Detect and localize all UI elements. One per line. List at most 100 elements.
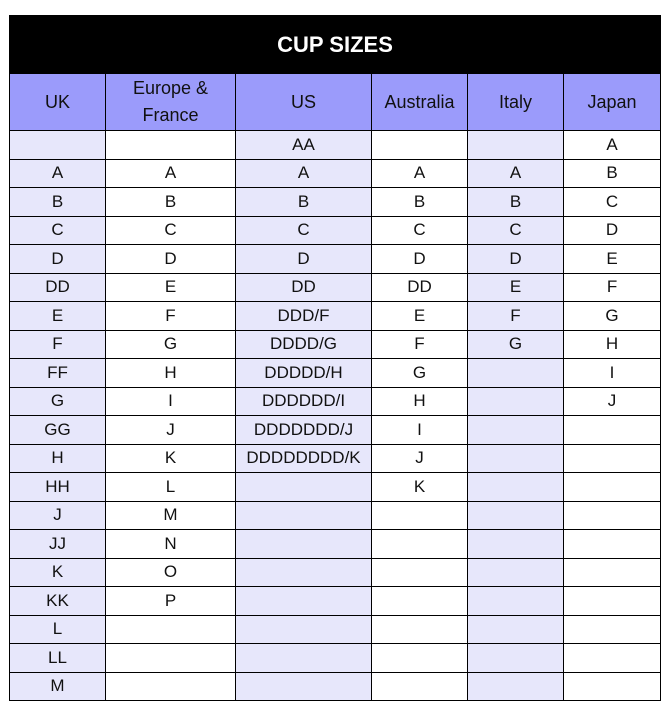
table-row: L	[9, 614, 662, 644]
table-row: G I DDDDDD/I H J	[9, 386, 662, 416]
table-cell: KK	[9, 586, 106, 616]
column-header-australia: Australia	[371, 73, 468, 131]
table-cell: DDDD/G	[235, 329, 372, 359]
table-cell: G	[105, 329, 236, 359]
column-header-uk: UK	[9, 73, 106, 131]
table-cell: E	[9, 301, 106, 331]
table-cell: DDD/F	[235, 301, 372, 331]
table-cell	[467, 643, 564, 673]
table-cell	[235, 557, 372, 587]
table-cell: K	[9, 557, 106, 587]
table-cell	[562, 529, 662, 559]
table-cell: J	[371, 443, 468, 473]
column-header-us: US	[235, 73, 372, 131]
table-cell: A	[105, 158, 236, 188]
table-cell	[467, 358, 564, 388]
table-cell	[105, 614, 236, 644]
table-cell	[371, 671, 468, 701]
table-cell: H	[9, 443, 106, 473]
table-row: AA A	[9, 130, 662, 160]
table-cell: FF	[9, 358, 106, 388]
table-cell: HH	[9, 472, 106, 502]
table-cell	[371, 614, 468, 644]
table-cell: I	[105, 386, 236, 416]
table-cell	[105, 671, 236, 701]
table-cell	[371, 529, 468, 559]
cup-sizes-table: CUP SIZES UK Europe & France US Australia It…	[8, 15, 662, 701]
table-cell: D	[562, 215, 662, 245]
table-cell: DD	[9, 272, 106, 302]
table-cell: DDDDDD/I	[235, 386, 372, 416]
table-cell	[467, 557, 564, 587]
table-cell	[235, 529, 372, 559]
table-row: FF H DDDDD/H G I	[9, 358, 662, 388]
table-cell	[371, 643, 468, 673]
table-cell: D	[371, 244, 468, 274]
table-row: JJ N	[9, 529, 662, 559]
table-cell: GG	[9, 415, 106, 445]
table-body: AA A A A A A A B B B B B B C C C C C C D D D D D D E DD E DD DD E F E F DD…	[9, 130, 662, 701]
table-cell: I	[562, 358, 662, 388]
table-cell: B	[467, 187, 564, 217]
table-row: H K DDDDDDDD/K J	[9, 443, 662, 473]
table-cell	[235, 586, 372, 616]
table-cell: F	[105, 301, 236, 331]
table-cell: M	[9, 671, 106, 701]
table-cell: B	[562, 158, 662, 188]
table-cell: A	[235, 158, 372, 188]
table-cell: D	[105, 244, 236, 274]
table-cell: AA	[235, 130, 372, 160]
table-cell: L	[9, 614, 106, 644]
table-cell: F	[371, 329, 468, 359]
table-cell	[371, 557, 468, 587]
table-cell: G	[9, 386, 106, 416]
table-cell	[235, 500, 372, 530]
table-cell	[235, 472, 372, 502]
table-cell: H	[562, 329, 662, 359]
table-row: LL	[9, 643, 662, 673]
table-cell	[562, 557, 662, 587]
table-cell	[235, 643, 372, 673]
table-title: CUP SIZES	[8, 15, 662, 74]
table-cell	[562, 415, 662, 445]
table-cell: L	[105, 472, 236, 502]
table-row: E F DDD/F E F G	[9, 301, 662, 331]
table-cell: E	[467, 272, 564, 302]
table-cell: F	[9, 329, 106, 359]
table-cell: E	[562, 244, 662, 274]
table-cell: DD	[371, 272, 468, 302]
table-cell	[467, 614, 564, 644]
table-row: GG J DDDDDDD/J I	[9, 415, 662, 445]
column-header-row: UK Europe & France US Australia Italy Japan	[9, 73, 662, 131]
table-row: M	[9, 671, 662, 701]
table-cell	[467, 130, 564, 160]
table-cell: D	[9, 244, 106, 274]
table-cell: JJ	[9, 529, 106, 559]
table-cell	[467, 386, 564, 416]
table-cell: C	[105, 215, 236, 245]
table-cell	[562, 671, 662, 701]
table-cell: N	[105, 529, 236, 559]
table-cell: E	[371, 301, 468, 331]
table-cell: D	[467, 244, 564, 274]
table-cell: H	[105, 358, 236, 388]
table-cell: F	[562, 272, 662, 302]
table-cell: C	[9, 215, 106, 245]
table-row: F G DDDD/G F G H	[9, 329, 662, 359]
table-row: KK P	[9, 586, 662, 616]
table-cell	[562, 443, 662, 473]
table-cell: F	[467, 301, 564, 331]
column-header-japan: Japan	[562, 73, 662, 131]
column-header-europe-france: Europe & France	[105, 73, 236, 131]
table-row: DD E DD DD E F	[9, 272, 662, 302]
table-cell: K	[371, 472, 468, 502]
table-cell: J	[9, 500, 106, 530]
table-cell: C	[371, 215, 468, 245]
table-cell	[235, 614, 372, 644]
table-cell: I	[371, 415, 468, 445]
table-cell	[562, 500, 662, 530]
